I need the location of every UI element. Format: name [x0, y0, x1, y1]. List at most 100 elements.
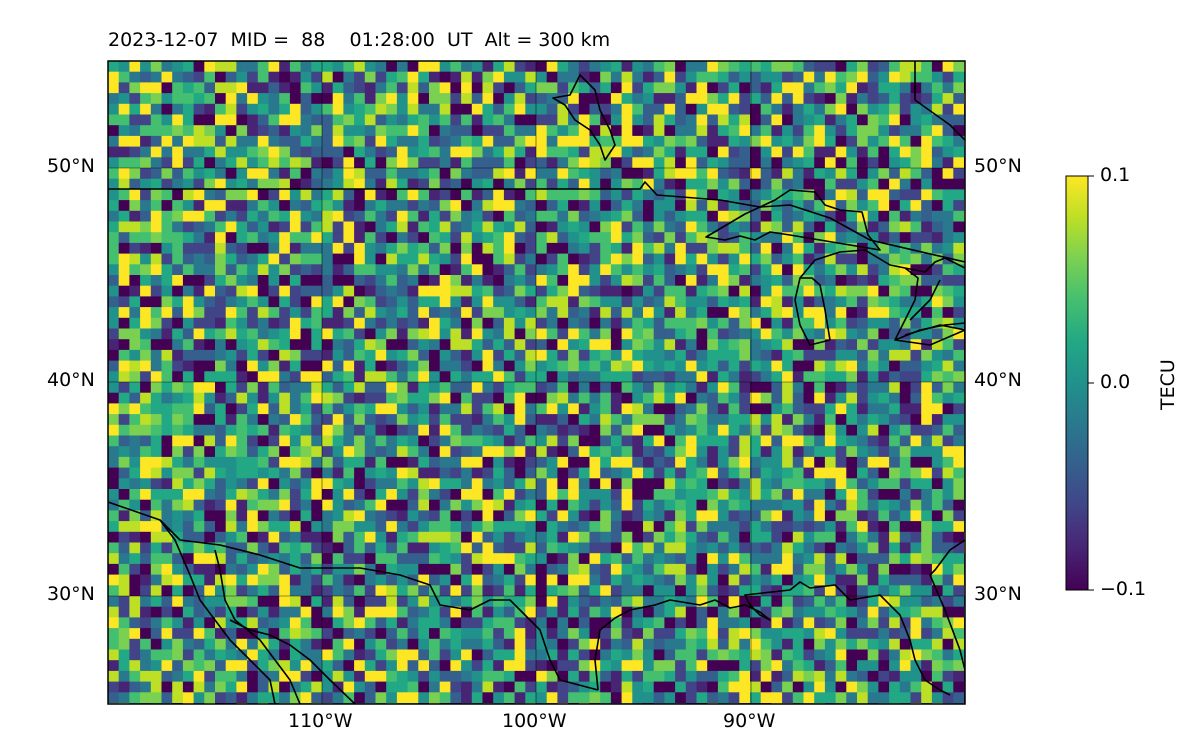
tec-cell	[332, 189, 344, 201]
tec-cell	[289, 467, 302, 479]
tec-cell	[140, 617, 152, 629]
tec-cell	[289, 542, 302, 554]
tec-cell	[942, 617, 954, 629]
tec-cell	[675, 478, 687, 490]
tec-cell	[332, 296, 344, 308]
tec-cell	[728, 596, 740, 608]
tec-cell	[589, 478, 601, 490]
tec-cell	[771, 660, 783, 672]
tec-cell	[578, 403, 591, 415]
tec-cell	[814, 403, 826, 415]
tec-cell	[771, 531, 783, 544]
tec-cell	[172, 446, 184, 458]
tec-cell	[536, 670, 548, 683]
tec-cell	[643, 435, 655, 447]
tec-cell	[172, 275, 184, 287]
tec-cell	[803, 414, 815, 426]
tec-cell	[728, 392, 740, 404]
tec-cell	[835, 253, 847, 265]
tec-cell	[632, 210, 644, 223]
tec-cell	[878, 135, 890, 148]
tec-cell	[525, 392, 537, 404]
tec-cell	[846, 681, 858, 693]
tec-cell	[739, 221, 751, 233]
tec-cell	[846, 242, 858, 255]
tec-cell	[225, 521, 237, 533]
tec-cell	[899, 82, 912, 94]
tec-cell	[621, 339, 633, 351]
tec-cell	[129, 189, 141, 201]
tec-cell	[589, 467, 601, 479]
tec-cell	[653, 317, 665, 330]
tec-cell	[482, 403, 494, 415]
tec-cell	[621, 617, 633, 629]
tec-cell	[953, 114, 965, 126]
tec-cell	[236, 628, 248, 640]
tec-cell	[332, 200, 344, 212]
tec-cell	[578, 382, 591, 394]
tec-cell	[696, 542, 708, 554]
tec-cell	[921, 435, 933, 447]
tec-cell	[921, 168, 933, 180]
tec-cell	[407, 242, 419, 255]
tec-cell	[739, 349, 751, 362]
tec-cell	[140, 478, 152, 490]
tec-cell	[942, 349, 954, 362]
tec-cell	[215, 125, 227, 137]
tec-cell	[750, 606, 762, 618]
tec-cell	[953, 435, 965, 447]
tec-cell	[803, 146, 815, 158]
tec-cell	[429, 467, 441, 479]
tec-cell	[332, 435, 344, 447]
tec-cell	[857, 392, 869, 404]
tec-cell	[407, 93, 419, 105]
tec-cell	[792, 499, 805, 511]
tec-cell	[643, 371, 655, 383]
tec-cell	[418, 435, 430, 447]
tec-cell	[835, 649, 847, 661]
tec-cell	[803, 221, 815, 233]
tec-cell	[289, 628, 302, 640]
tec-cell	[931, 253, 944, 265]
tec-cell	[311, 510, 323, 522]
tec-cell	[942, 168, 954, 180]
tec-cell	[728, 542, 740, 554]
tec-cell	[653, 264, 665, 276]
tec-cell	[289, 82, 302, 94]
tec-cell	[514, 328, 526, 340]
tec-cell	[675, 157, 687, 169]
tec-cell	[172, 178, 184, 190]
tec-cell	[118, 392, 130, 404]
tec-cell	[375, 264, 387, 276]
tec-cell	[514, 660, 526, 672]
tec-cell	[236, 606, 248, 618]
tec-cell	[482, 264, 494, 276]
tec-cell	[910, 328, 922, 340]
tec-cell	[814, 542, 826, 554]
tec-cell	[846, 328, 858, 340]
tec-cell	[824, 478, 837, 490]
tec-cell	[536, 285, 548, 297]
tec-cell	[429, 606, 441, 618]
tec-cell	[354, 210, 366, 223]
tec-cell	[750, 178, 762, 190]
tec-cell	[578, 392, 591, 404]
tec-cell	[525, 200, 537, 212]
tec-cell	[675, 670, 687, 683]
tec-cell	[493, 617, 505, 629]
tec-cell	[161, 168, 173, 180]
tec-cell	[150, 446, 163, 458]
tec-cell	[386, 61, 398, 73]
tec-cell	[289, 510, 302, 522]
tec-cell	[503, 296, 516, 308]
tec-cell	[354, 317, 366, 330]
tec-cell	[557, 168, 569, 180]
tec-cell	[332, 596, 344, 608]
tec-cell	[161, 435, 173, 447]
tec-cell	[931, 403, 944, 415]
tec-cell	[429, 553, 441, 565]
tec-cell	[600, 285, 612, 297]
tec-cell	[172, 489, 184, 501]
tec-cell	[568, 189, 580, 201]
tec-cell	[942, 531, 954, 544]
